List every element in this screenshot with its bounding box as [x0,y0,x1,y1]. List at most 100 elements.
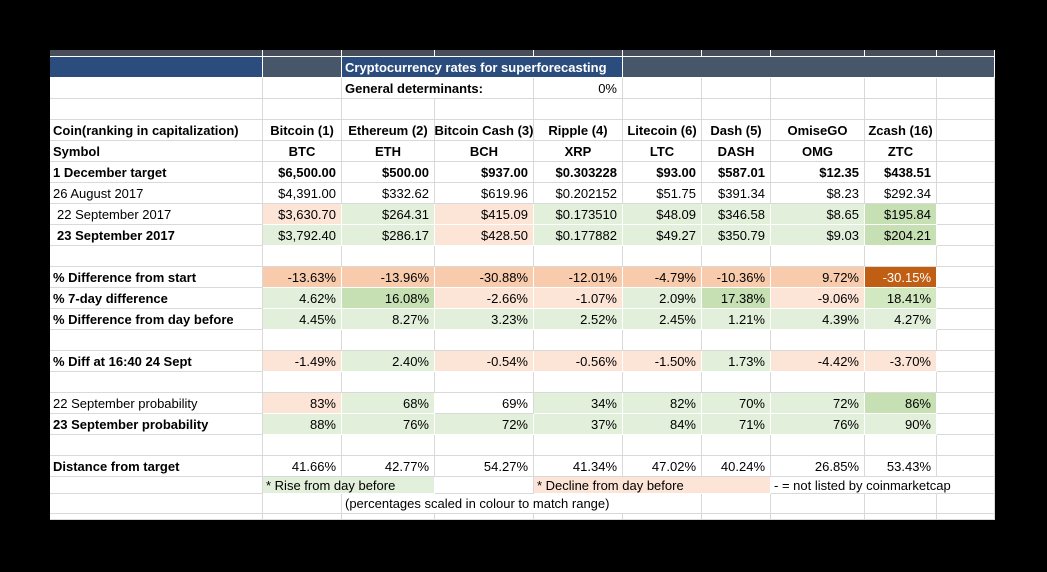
value-cell[interactable]: $204.21 [865,225,937,246]
value-cell[interactable]: -10.36% [702,267,771,288]
value-cell[interactable]: $3,630.70 [263,204,342,225]
coin-header-ethereum[interactable]: Ethereum (2) [342,120,435,141]
grid-cell[interactable] [435,514,534,520]
grid-cell[interactable] [534,372,623,393]
row-label[interactable]: 22 September probability [50,393,263,414]
grid-cell[interactable] [937,183,995,204]
grid-cell[interactable] [937,78,995,99]
symbol-cell[interactable]: BTC [263,141,342,162]
grid-cell[interactable] [534,246,623,267]
row-label[interactable]: 1 December target [50,162,263,183]
value-cell[interactable]: -3.70% [865,351,937,372]
value-cell[interactable]: $49.27 [623,225,702,246]
value-cell[interactable]: $8.65 [771,204,865,225]
grid-cell[interactable] [771,372,865,393]
row-label[interactable]: Coin(ranking in capitalization) [50,120,263,141]
value-cell[interactable]: 53.43% [865,456,937,477]
value-cell[interactable]: 82% [623,393,702,414]
value-cell[interactable]: 4.39% [771,309,865,330]
value-cell[interactable]: -12.01% [534,267,623,288]
grid-cell[interactable] [342,435,435,456]
grid-cell[interactable] [50,330,263,351]
grid-cell[interactable] [50,494,263,514]
value-cell[interactable]: $587.01 [702,162,771,183]
title-gap-block[interactable] [263,57,342,78]
value-cell[interactable]: 2.09% [623,288,702,309]
grid-cell[interactable] [623,246,702,267]
value-cell[interactable]: $0.202152 [534,183,623,204]
grid-cell[interactable] [865,50,937,57]
value-cell[interactable]: $3,792.40 [263,225,342,246]
grid-cell[interactable] [937,204,995,225]
value-cell[interactable]: 54.27% [435,456,534,477]
value-cell[interactable]: 42.77% [342,456,435,477]
grid-cell[interactable] [937,414,995,435]
grid-cell[interactable] [50,435,263,456]
grid-cell[interactable] [771,330,865,351]
value-cell[interactable]: $391.34 [702,183,771,204]
grid-cell[interactable] [771,514,865,520]
grid-cell[interactable] [342,246,435,267]
grid-cell[interactable] [702,514,771,520]
value-cell[interactable]: 26.85% [771,456,865,477]
sheet-title[interactable]: Cryptocurrency rates for superforecastin… [342,57,623,78]
value-cell[interactable]: -13.96% [342,267,435,288]
grid-cell[interactable] [263,50,342,57]
coin-header-ripple[interactable]: Ripple (4) [534,120,623,141]
grid-cell[interactable] [623,50,702,57]
grid-cell[interactable] [937,372,995,393]
grid-cell[interactable] [623,330,702,351]
grid-cell[interactable] [865,246,937,267]
footnote-not-listed[interactable]: - = not listed by coinmarketcap [771,477,995,494]
row-label[interactable]: % Diff at 16:40 24 Sept [50,351,263,372]
grid-cell[interactable] [937,99,995,120]
value-cell[interactable]: -30.15% [865,267,937,288]
row-label[interactable]: 26 August 2017 [50,183,263,204]
grid-cell[interactable] [50,246,263,267]
title-right-block[interactable] [623,57,995,78]
grid-cell[interactable] [435,435,534,456]
grid-cell[interactable] [534,514,623,520]
grid-cell[interactable] [342,514,435,520]
value-cell[interactable]: $6,500.00 [263,162,342,183]
row-label[interactable]: Symbol [50,141,263,162]
value-cell[interactable]: 40.24% [702,456,771,477]
value-cell[interactable]: 41.34% [534,456,623,477]
grid-cell[interactable] [342,330,435,351]
row-label[interactable]: % 7-day difference [50,288,263,309]
row-label[interactable]: 23 September probability [50,414,263,435]
value-cell[interactable]: $12.35 [771,162,865,183]
value-cell[interactable]: $937.00 [435,162,534,183]
value-cell[interactable]: 84% [623,414,702,435]
grid-cell[interactable] [534,330,623,351]
grid-cell[interactable] [865,99,937,120]
value-cell[interactable]: -0.54% [435,351,534,372]
grid-cell[interactable] [435,50,534,57]
value-cell[interactable]: $4,391.00 [263,183,342,204]
row-label[interactable]: % Difference from start [50,267,263,288]
value-cell[interactable]: -9.06% [771,288,865,309]
value-cell[interactable]: 72% [435,414,534,435]
grid-cell[interactable] [865,330,937,351]
value-cell[interactable]: $0.173510 [534,204,623,225]
value-cell[interactable]: $292.34 [865,183,937,204]
value-cell[interactable]: -1.50% [623,351,702,372]
grid-cell[interactable] [50,514,263,520]
value-cell[interactable]: $51.75 [623,183,702,204]
symbol-cell[interactable]: XRP [534,141,623,162]
coin-header-bitcoin[interactable]: Bitcoin (1) [263,120,342,141]
value-cell[interactable]: -13.63% [263,267,342,288]
grid-cell[interactable] [937,435,995,456]
grid-cell[interactable] [937,267,995,288]
value-cell[interactable]: 9.72% [771,267,865,288]
grid-cell[interactable] [623,514,702,520]
grid-cell[interactable] [263,246,342,267]
grid-cell[interactable] [771,78,865,99]
grid-cell[interactable] [702,99,771,120]
value-cell[interactable]: -4.79% [623,267,702,288]
grid-cell[interactable] [263,514,342,520]
grid-cell[interactable] [865,78,937,99]
value-cell[interactable]: 3.23% [435,309,534,330]
grid-cell[interactable] [771,99,865,120]
symbol-cell[interactable]: LTC [623,141,702,162]
